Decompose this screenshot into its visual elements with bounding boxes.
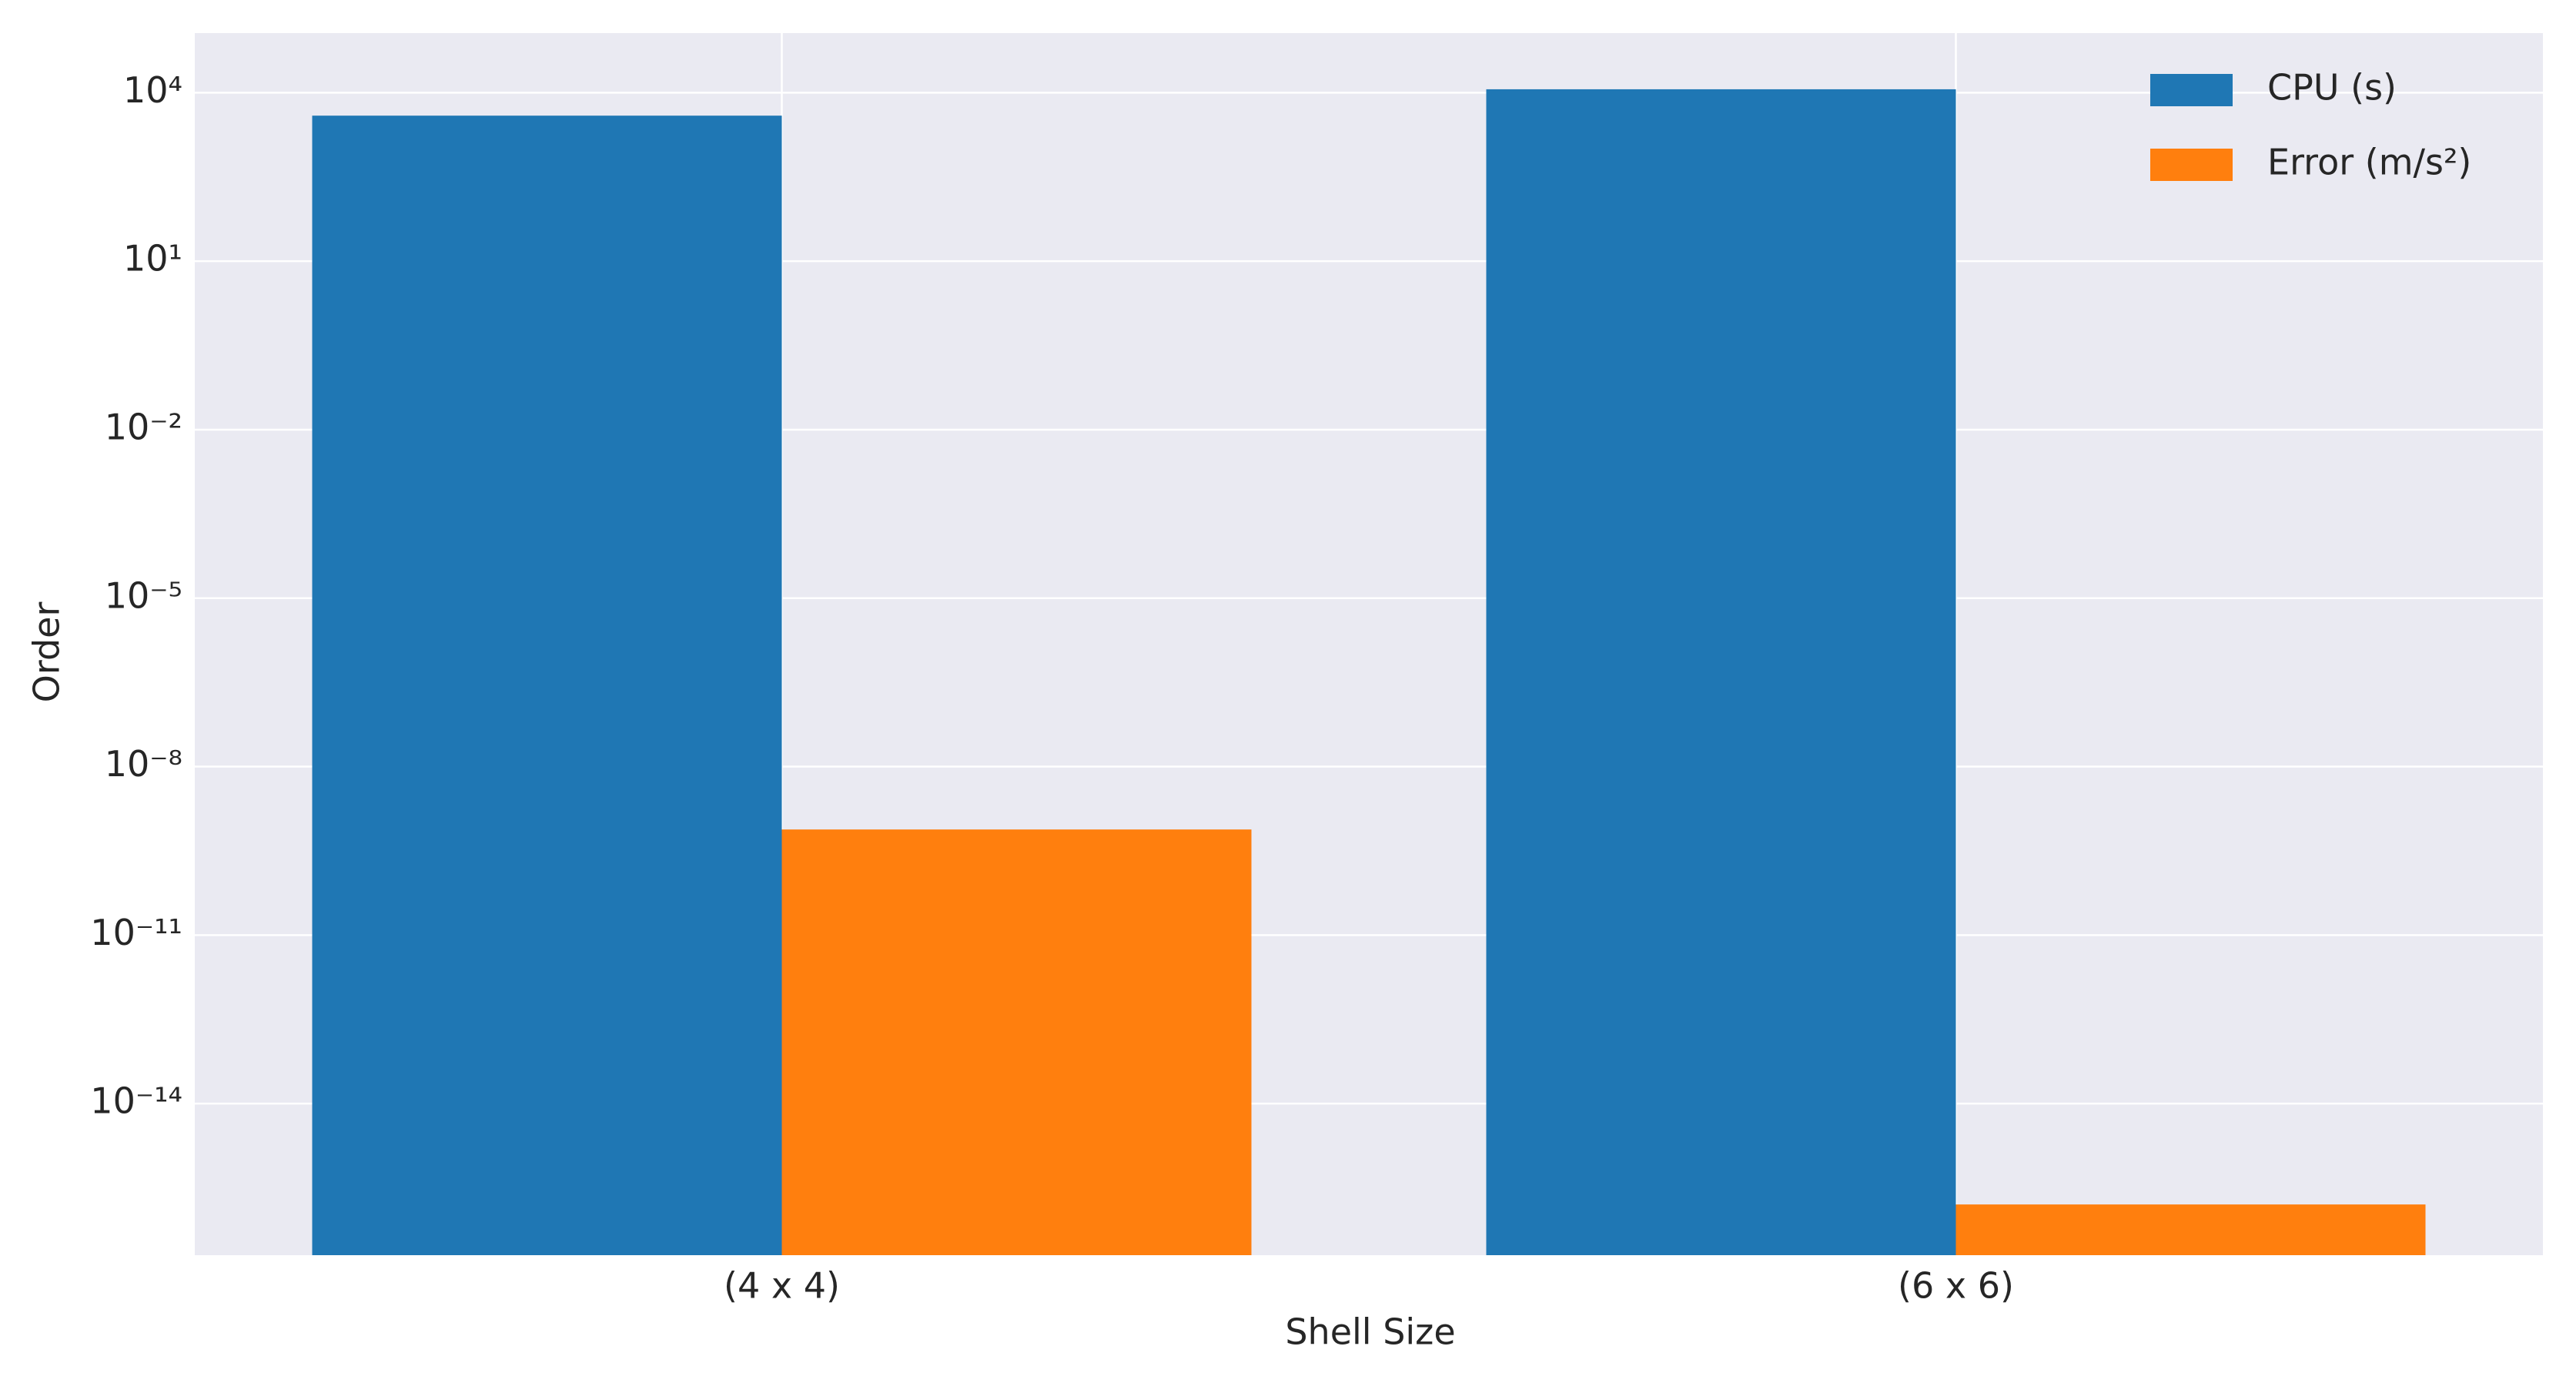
y-tick-label: 10⁻⁸ [105, 743, 182, 785]
y-tick-label: 10⁻¹¹ [90, 912, 182, 953]
y-tick-label: 10⁻² [105, 406, 182, 447]
y-tick-label: 10⁴ [123, 69, 182, 111]
legend-label: Error (m/s²) [2267, 142, 2471, 183]
legend-swatch [2150, 149, 2233, 181]
y-tick-label: 10⁻⁵ [105, 574, 182, 616]
x-tick-label: (4 x 4) [724, 1265, 840, 1307]
bar [1486, 89, 1956, 1255]
x-tick-label: (6 x 6) [1898, 1265, 2014, 1307]
bar [312, 116, 782, 1255]
bar [1955, 1204, 2426, 1255]
bar [781, 829, 1252, 1255]
y-axis-label: Order [26, 602, 68, 703]
legend-swatch [2150, 74, 2233, 106]
legend-label: CPU (s) [2267, 67, 2397, 109]
y-tick-label: 10⁻¹⁴ [90, 1080, 182, 1122]
y-tick-label: 10¹ [123, 238, 182, 280]
x-axis-label: Shell Size [1285, 1311, 1455, 1353]
